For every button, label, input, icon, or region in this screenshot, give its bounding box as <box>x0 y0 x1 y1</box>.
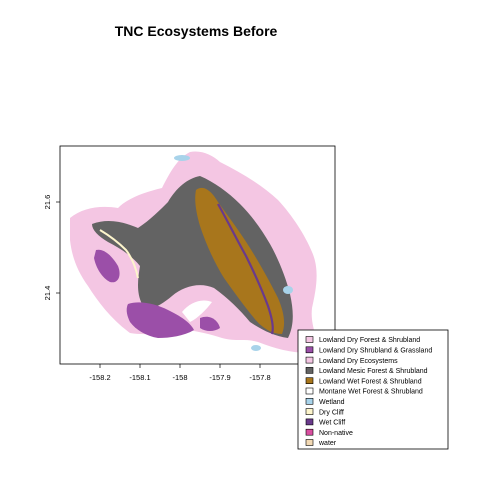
legend: Lowland Dry Forest & Shrubland Lowland Dr… <box>297 329 449 450</box>
x-tick-label: -158.1 <box>129 373 150 382</box>
legend-swatch <box>305 377 314 385</box>
legend-swatch <box>305 418 314 426</box>
map-title: TNC Ecosystems Before <box>115 23 278 39</box>
legend-label: Lowland Dry Forest & Shrubland <box>319 337 420 344</box>
legend-items: Lowland Dry Forest & Shrubland Lowland Dr… <box>305 336 432 447</box>
x-tick-label: -157.8 <box>249 373 270 382</box>
region-wetland-3 <box>251 345 261 351</box>
x-tick-label: -158.2 <box>89 373 110 382</box>
map-island <box>70 151 320 353</box>
x-tick-label: -158 <box>172 373 187 382</box>
legend-swatch <box>305 346 314 354</box>
region-wet-cliff <box>217 203 274 335</box>
legend-box <box>297 329 449 450</box>
legend-label: Dry Cliff <box>319 409 344 416</box>
region-shrubland-west <box>94 249 120 283</box>
region-shrubland-south <box>200 316 220 331</box>
legend-swatch <box>305 408 314 415</box>
legend-label: Lowland Mesic Forest & Shrubland <box>319 368 428 375</box>
region-dry-cliff <box>99 229 139 279</box>
legend-label: Non-native <box>319 430 353 437</box>
region-shrubland-grassland <box>126 302 194 338</box>
region-wetland-2 <box>283 286 293 294</box>
legend-label: Wetland <box>319 399 345 406</box>
legend-label: Lowland Dry Ecosystems <box>319 358 398 365</box>
x-tick-label: -157.9 <box>209 373 230 382</box>
y-tick-label: 21.4 <box>43 286 52 301</box>
legend-swatch <box>305 336 314 343</box>
legend-swatch <box>305 387 314 395</box>
y-axis: 21.6 21.4 <box>43 195 60 301</box>
legend-label: water <box>318 440 337 447</box>
region-wetland-1 <box>174 155 190 161</box>
legend-swatch <box>305 356 314 364</box>
legend-swatch <box>305 367 314 374</box>
x-axis: -158.2 -158.1 -158 -157.9 -157.8 <box>89 364 271 382</box>
legend-label: Lowland Dry Shrubland & Grassland <box>319 348 432 355</box>
legend-swatch <box>305 428 314 436</box>
region-wet-forest <box>195 187 285 334</box>
legend-label: Montane Wet Forest & Shrubland <box>319 389 423 396</box>
plot-frame <box>59 145 336 365</box>
y-tick-label: 21.6 <box>43 195 52 210</box>
legend-label: Wet Cliff <box>319 420 345 427</box>
legend-label: Lowland Wet Forest & Shrubland <box>319 378 422 385</box>
legend-swatch <box>305 439 314 446</box>
legend-swatch <box>305 397 314 405</box>
region-bay <box>182 300 212 322</box>
